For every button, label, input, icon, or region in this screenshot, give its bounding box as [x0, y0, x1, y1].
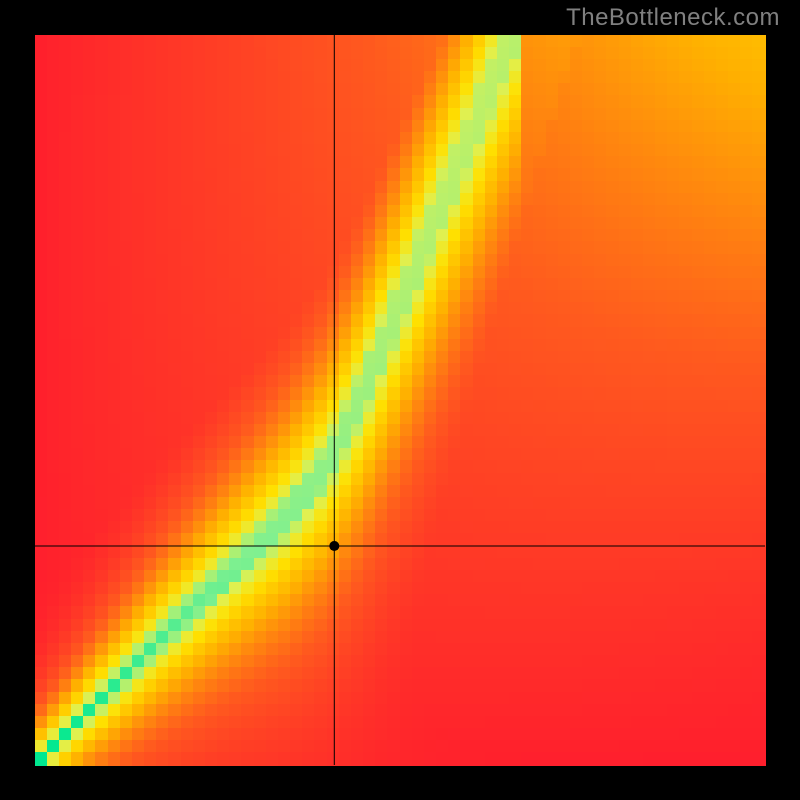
watermark-text: TheBottleneck.com: [566, 4, 780, 32]
bottleneck-heatmap: [0, 0, 800, 800]
chart-container: TheBottleneck.com: [0, 0, 800, 800]
